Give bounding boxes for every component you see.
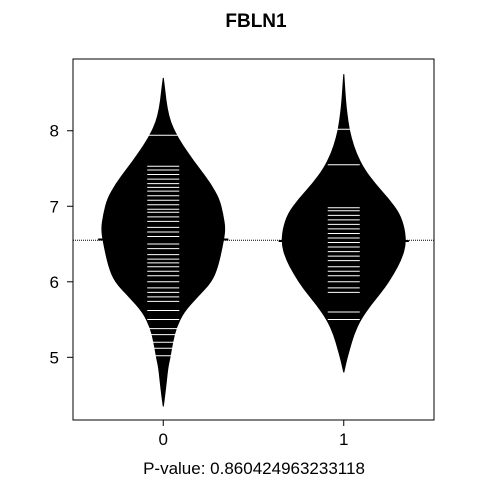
x-tick-label-1: 1	[339, 430, 348, 449]
x-axis-label: P-value: 0.860424963233118	[143, 459, 365, 478]
beans-layer	[101, 74, 406, 407]
y-tick-label-5: 5	[50, 348, 59, 367]
bean-1	[281, 74, 406, 373]
y-tick-label-8: 8	[50, 122, 59, 141]
y-axis: 5 6 7 8	[50, 122, 73, 367]
chart-title: FBLN1	[225, 11, 287, 32]
mean-lines-layer	[73, 238, 434, 243]
y-tick-label-6: 6	[50, 273, 59, 292]
y-tick-label-7: 7	[50, 197, 59, 216]
plot-frame	[72, 58, 435, 421]
x-tick-label-0: 0	[159, 430, 168, 449]
bean-0	[101, 77, 226, 407]
